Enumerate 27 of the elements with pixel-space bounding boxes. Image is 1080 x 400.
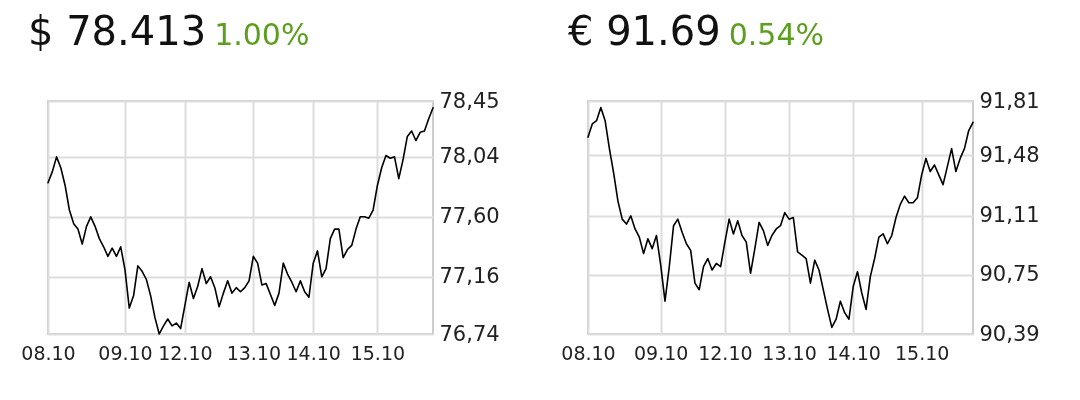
x-tick-label: 15.10: [350, 341, 406, 364]
y-tick-label: 91,11: [979, 203, 1040, 228]
y-tick-label: 90,39: [979, 321, 1040, 346]
chart-title: $ 78.413: [28, 8, 207, 54]
y-tick-label: 78,45: [439, 88, 500, 113]
y-tick-label: 91,48: [979, 142, 1040, 167]
x-tick-label: 15.10: [894, 341, 950, 364]
x-tick-label: 09.10: [98, 341, 153, 364]
x-tick-label: 14.10: [826, 341, 881, 364]
y-tick-label: 77,60: [439, 204, 500, 229]
y-tick-label: 90,75: [979, 262, 1040, 287]
y-tick-label: 78,04: [439, 144, 500, 169]
chart-title: € 91.69: [568, 8, 721, 54]
x-tick-label: 09.10: [634, 341, 689, 364]
x-tick-label: 12.10: [158, 341, 213, 364]
x-tick-label: 08.10: [561, 341, 616, 364]
x-tick-label: 08.10: [21, 341, 76, 364]
x-tick-label: 13.10: [226, 341, 282, 364]
y-tick-label: 76,74: [439, 321, 500, 346]
x-tick-label: 14.10: [286, 341, 341, 364]
x-tick-label: 13.10: [762, 341, 817, 364]
y-tick-label: 77,16: [439, 264, 500, 289]
chart-subtitle: 0.54%: [728, 17, 824, 52]
y-tick-label: 91,81: [979, 88, 1040, 113]
chart-subtitle: 1.00%: [214, 17, 310, 52]
line-series: [587, 106, 974, 329]
x-tick-label: 12.10: [698, 341, 753, 364]
